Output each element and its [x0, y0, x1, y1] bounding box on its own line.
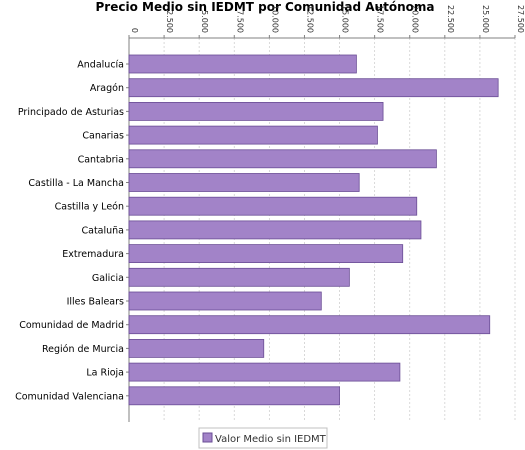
category-label: Illes Balears — [67, 297, 124, 308]
x-tick-label: 15.000 — [341, 5, 350, 33]
bar — [128, 244, 404, 264]
bar — [128, 102, 384, 121]
bar — [128, 196, 418, 216]
bar — [128, 315, 491, 335]
category-label: Extremadura — [62, 249, 124, 260]
x-tick-label: 5.000 — [200, 10, 209, 33]
chart-title: Precio Medio sin IEDMT por Comunidad Aut… — [96, 0, 435, 14]
x-tick-label: 27.500 — [516, 5, 525, 33]
x-tick-label: 17.500 — [376, 5, 385, 33]
category-label: Cantabria — [78, 154, 124, 165]
bar — [128, 291, 322, 311]
x-tick-label: 22.500 — [446, 5, 455, 33]
x-tick-label: 25.000 — [481, 5, 490, 33]
legend-label: Valor Medio sin IEDMT — [215, 434, 327, 445]
category-label: Región de Murcia — [42, 344, 124, 355]
category-label: Comunidad de Madrid — [19, 320, 124, 331]
x-tick-label: 0 — [130, 28, 139, 33]
legend: Valor Medio sin IEDMT — [198, 427, 328, 449]
bar — [128, 125, 378, 145]
bar — [128, 386, 340, 406]
category-label: Galicia — [92, 273, 124, 284]
category-label: Castilla y León — [55, 202, 124, 213]
category-label: Cataluña — [81, 225, 124, 236]
category-labels: Andalucía Aragón Principado de Asturias Can… — [15, 60, 124, 403]
bar — [128, 78, 499, 98]
category-label: Aragón — [90, 83, 124, 94]
legend-swatch — [202, 432, 213, 443]
bar — [128, 338, 265, 358]
bar — [128, 220, 422, 240]
category-label: Comunidad Valenciana — [15, 391, 124, 402]
x-tick-label: 10.000 — [270, 5, 279, 33]
x-tick-label: 7.500 — [235, 10, 244, 33]
x-tick-label: 12.500 — [305, 5, 314, 33]
category-label: Andalucía — [77, 60, 124, 71]
bar — [128, 173, 360, 192]
category-label: Castilla - La Mancha — [28, 178, 124, 189]
x-tick-label: 20.000 — [411, 5, 420, 33]
category-label: La Rioja — [86, 368, 124, 379]
x-tick-label: 2.500 — [165, 10, 174, 33]
legend-frame — [198, 427, 328, 449]
bar — [128, 362, 401, 382]
x-axis: 0 2.500 5.000 7.500 10.000 12.500 15.000 17.500… — [126, 5, 525, 422]
bar — [128, 267, 350, 287]
bars — [128, 54, 499, 406]
category-label: Principado de Asturias — [18, 107, 124, 118]
bar — [128, 149, 437, 169]
category-label: Canarias — [82, 131, 124, 142]
bar — [128, 54, 357, 74]
